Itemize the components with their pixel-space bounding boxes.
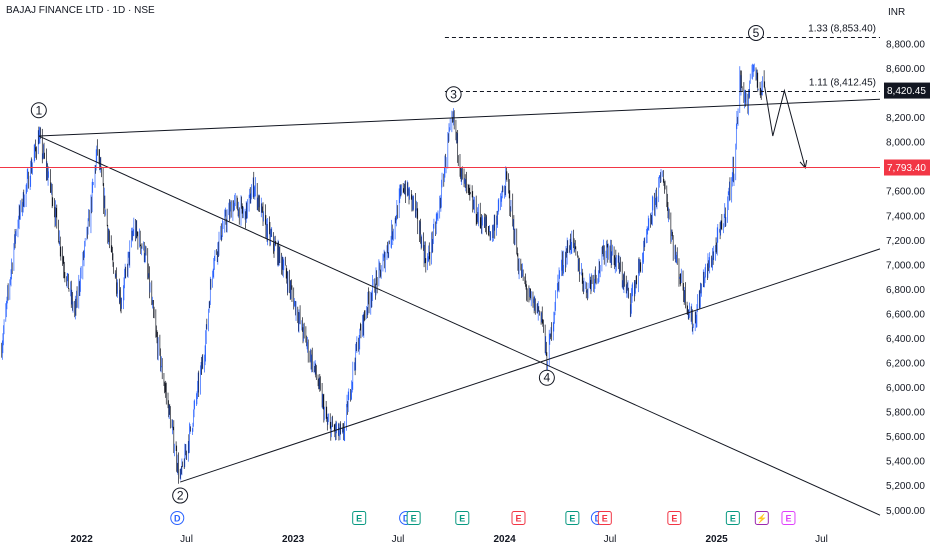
event-letter-2: D xyxy=(403,513,410,523)
y-tick-10: 6,800.00 xyxy=(886,285,925,296)
x-tick-4: 2024 xyxy=(493,534,516,545)
earnings-event-9 xyxy=(667,511,682,525)
y-tick-11: 6,600.00 xyxy=(886,309,925,320)
earnings-event-11 xyxy=(754,511,769,525)
y-tick-7: 7,400.00 xyxy=(886,211,925,222)
chart-title: BAJAJ FINANCE LTD · 1D · NSE xyxy=(6,5,155,16)
wave-labels-layer: 1 2 3 4 5 xyxy=(30,24,765,504)
y-tick-14: 6,000.00 xyxy=(886,383,925,394)
x-tick-5: Jul xyxy=(604,534,617,545)
earnings-event-8 xyxy=(597,511,612,525)
wave-label-1: 1 xyxy=(35,103,42,117)
x-tick-6: 2025 xyxy=(706,534,729,545)
y-tick-0: 8,800.00 xyxy=(886,40,925,51)
earnings-event-1 xyxy=(352,511,367,525)
event-letter-8: E xyxy=(602,513,608,523)
price-tags-layer: 8,420.45 7,793.40 xyxy=(884,82,930,176)
x-tick-1: Jul xyxy=(180,534,193,545)
event-letter-12: E xyxy=(785,513,791,523)
earnings-event-12 xyxy=(781,511,796,525)
wave-circle-2 xyxy=(172,487,189,504)
wave-circle-3 xyxy=(445,86,462,103)
earnings-event-4 xyxy=(455,511,470,525)
x-tick-0: 2022 xyxy=(71,534,94,545)
earnings-event-6 xyxy=(565,511,580,525)
event-letter-4: E xyxy=(459,513,465,523)
wave-circle-1 xyxy=(30,102,47,119)
y-tick-16: 5,600.00 xyxy=(886,432,925,443)
event-letter-9: E xyxy=(671,513,677,523)
y-tick-19: 5,000.00 xyxy=(886,506,925,517)
x-tick-2: 2023 xyxy=(282,534,305,545)
event-letter-3: E xyxy=(411,513,417,523)
currency-label: INR xyxy=(888,7,906,18)
wave-label-3: 3 xyxy=(450,87,457,101)
earnings-event-10 xyxy=(725,511,740,525)
projection-path xyxy=(764,86,806,169)
y-tick-13: 6,200.00 xyxy=(886,359,925,370)
last-price-tag-bg xyxy=(884,82,930,99)
upper-resistance-line xyxy=(38,98,881,137)
upper-falling-line xyxy=(38,135,881,516)
red-level-tag-bg xyxy=(884,159,930,176)
event-letter-6: E xyxy=(569,513,575,523)
earnings-event-5 xyxy=(511,511,526,525)
x-tick-7: Jul xyxy=(815,534,828,545)
event-letter-1: E xyxy=(356,513,362,523)
wave-circle-4 xyxy=(538,369,555,386)
last-price-tag: 8,420.45 xyxy=(887,86,926,97)
lower-support-line xyxy=(180,248,881,483)
event-letter-0: D xyxy=(174,513,181,523)
y-tick-17: 5,400.00 xyxy=(886,457,925,468)
events-layer: DEDEEEEDEEE⚡E xyxy=(170,511,796,525)
y-tick-1: 8,600.00 xyxy=(886,64,925,75)
wave-label-4: 4 xyxy=(544,371,551,385)
event-letter-10: E xyxy=(730,513,736,523)
levels-layer: 1.33 (8,853.40) 1.11 (8,412.45) xyxy=(0,23,880,169)
trendlines-layer xyxy=(38,86,881,516)
y-tick-4: 8,000.00 xyxy=(886,138,925,149)
candles-layer xyxy=(1,63,766,484)
y-tick-15: 5,800.00 xyxy=(886,408,925,419)
y-tick-8: 7,200.00 xyxy=(886,236,925,247)
wave-label-5: 5 xyxy=(753,26,760,40)
wave-circle-5 xyxy=(748,24,765,41)
y-tick-9: 7,000.00 xyxy=(886,260,925,271)
earnings-event-3 xyxy=(406,511,421,525)
y-tick-6: 7,600.00 xyxy=(886,187,925,198)
axes-layer: 8,800.008,600.008,400.008,200.008,000.00… xyxy=(71,40,926,546)
fib-level-label-0: 1.33 (8,853.40) xyxy=(808,23,876,34)
event-letter-11: ⚡ xyxy=(756,512,767,524)
event-letter-5: E xyxy=(515,513,521,523)
x-tick-3: Jul xyxy=(392,534,405,545)
y-tick-18: 5,200.00 xyxy=(886,481,925,492)
dividend-event-0 xyxy=(170,511,185,525)
red-level-tag: 7,793.40 xyxy=(887,163,926,174)
y-tick-12: 6,400.00 xyxy=(886,334,925,345)
fib-level-label-1: 1.11 (8,412.45) xyxy=(809,78,876,89)
y-tick-3: 8,200.00 xyxy=(886,113,925,124)
wave-label-2: 2 xyxy=(177,489,184,503)
